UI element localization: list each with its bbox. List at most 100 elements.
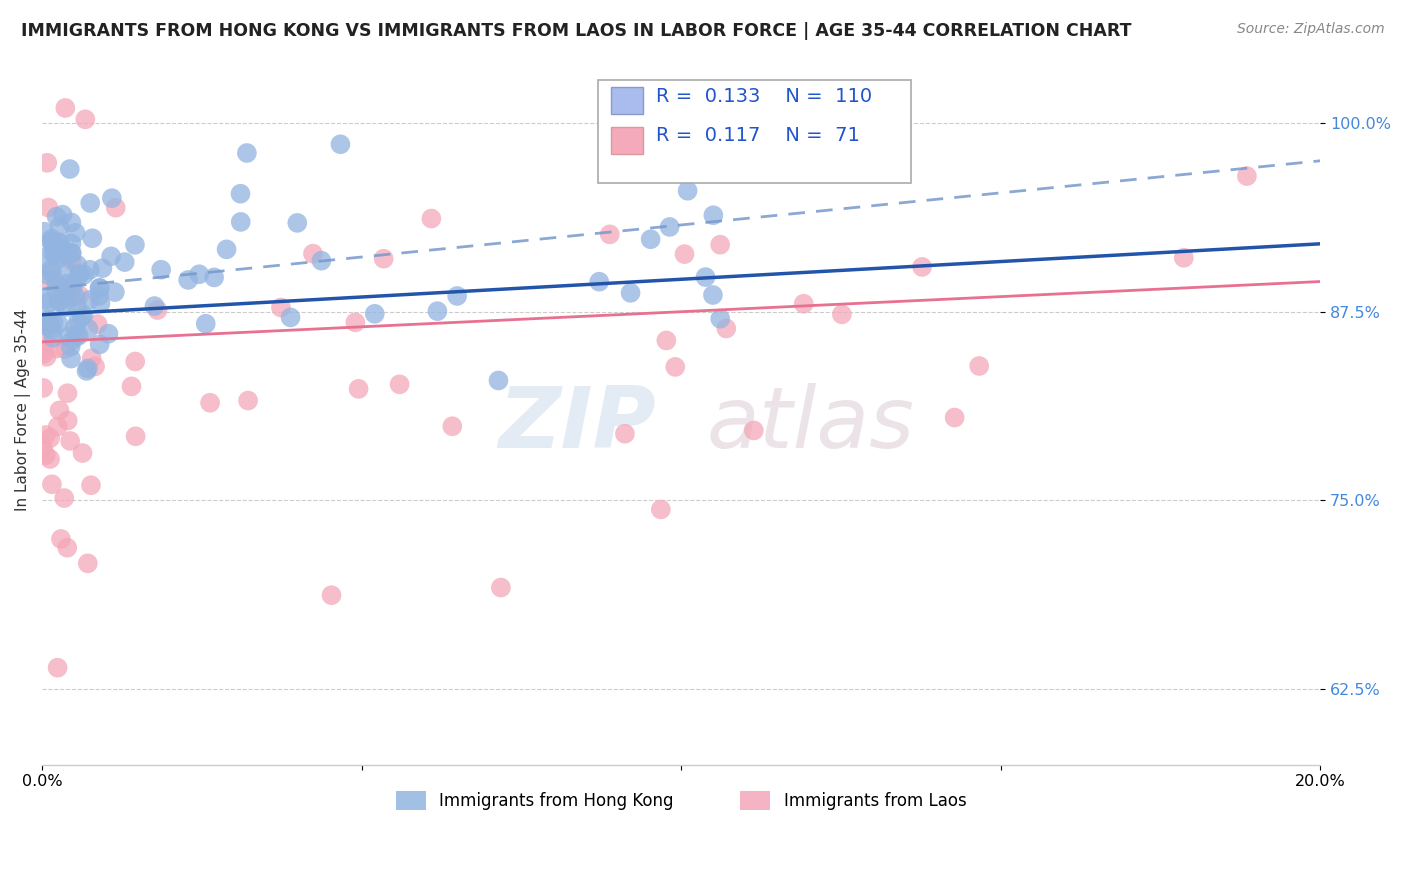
Point (72, 446, 94, 460)
Point (45, 210, 67, 224)
Point (32, 331, 55, 345)
Point (716, 321, 738, 335)
Point (37, 319, 59, 334)
Point (426, 304, 449, 318)
Point (65, 226, 87, 240)
Point (364, 307, 387, 321)
Point (446, 289, 468, 303)
Point (52, 281, 75, 295)
Point (32, 225, 55, 239)
Point (702, 208, 724, 222)
Point (101, 191, 124, 205)
Point (39, 431, 62, 445)
Point (53, 244, 76, 258)
Point (388, 377, 411, 392)
Point (56, 277, 79, 291)
Point (84, 359, 107, 374)
Point (79, 196, 101, 211)
Point (664, 359, 686, 374)
Point (80, 351, 103, 366)
Point (79, 262, 101, 277)
Point (49, 236, 72, 251)
Point (62, 277, 84, 292)
Point (56, 541, 79, 555)
Point (150, 262, 173, 277)
Point (32, 347, 55, 361)
Point (420, 211, 443, 226)
Point (67, 314, 90, 328)
Point (77, 322, 100, 336)
Point (35, 448, 58, 462)
Point (76, 361, 98, 376)
Point (613, 426, 636, 441)
Point (37, 295, 59, 310)
Point (37, 156, 59, 170)
Point (70, 310, 93, 325)
Point (655, 334, 678, 348)
Point (45, 248, 67, 262)
Point (38, 318, 60, 332)
Point (793, 296, 815, 310)
Point (441, 419, 464, 434)
Point (709, 311, 731, 326)
Point (344, 315, 367, 329)
Point (911, 260, 934, 274)
Text: atlas: atlas (707, 383, 915, 466)
Point (797, 125, 820, 139)
Point (373, 252, 395, 266)
Point (35, 316, 58, 330)
Point (82, 231, 104, 245)
Point (831, 307, 853, 321)
Point (967, 359, 990, 373)
Point (280, 310, 302, 325)
Point (65, 290, 87, 304)
Point (69, 288, 91, 302)
Point (45, 284, 67, 298)
Point (46, 419, 69, 434)
Point (46, 661, 69, 675)
Point (53, 101, 76, 115)
Point (48, 294, 70, 309)
Point (59, 434, 82, 448)
Point (640, 232, 662, 246)
Point (52, 208, 75, 222)
Point (742, 424, 765, 438)
FancyBboxPatch shape (598, 80, 911, 183)
Point (347, 382, 370, 396)
Point (672, 131, 695, 145)
Point (55, 300, 77, 314)
Point (48, 403, 70, 417)
Point (56, 413, 79, 427)
Point (67, 328, 90, 343)
Point (69, 268, 91, 282)
Point (188, 267, 211, 281)
Point (62, 334, 84, 348)
Point (194, 317, 217, 331)
Point (658, 219, 681, 234)
Point (104, 285, 127, 299)
Point (488, 374, 510, 388)
Point (39, 452, 62, 467)
Point (41, 232, 63, 246)
Point (35, 250, 58, 264)
Point (650, 502, 672, 516)
Point (65, 329, 87, 343)
Point (66, 258, 89, 272)
Point (1236, 169, 1258, 183)
Point (143, 299, 166, 313)
Point (321, 588, 343, 602)
Y-axis label: In Labor Force | Age 35-44: In Labor Force | Age 35-44 (15, 309, 31, 511)
Point (599, 227, 621, 242)
Point (63, 320, 86, 334)
Point (44, 240, 66, 254)
Point (89, 296, 111, 310)
Point (311, 253, 333, 268)
Point (86, 317, 108, 331)
Point (619, 285, 641, 300)
Point (89, 281, 111, 295)
Point (37, 201, 59, 215)
Point (229, 186, 252, 201)
Point (104, 201, 127, 215)
Text: IMMIGRANTS FROM HONG KONG VS IMMIGRANTS FROM LAOS IN LABOR FORCE | AGE 35-44 COR: IMMIGRANTS FROM HONG KONG VS IMMIGRANTS … (21, 22, 1132, 40)
Point (89, 337, 111, 351)
